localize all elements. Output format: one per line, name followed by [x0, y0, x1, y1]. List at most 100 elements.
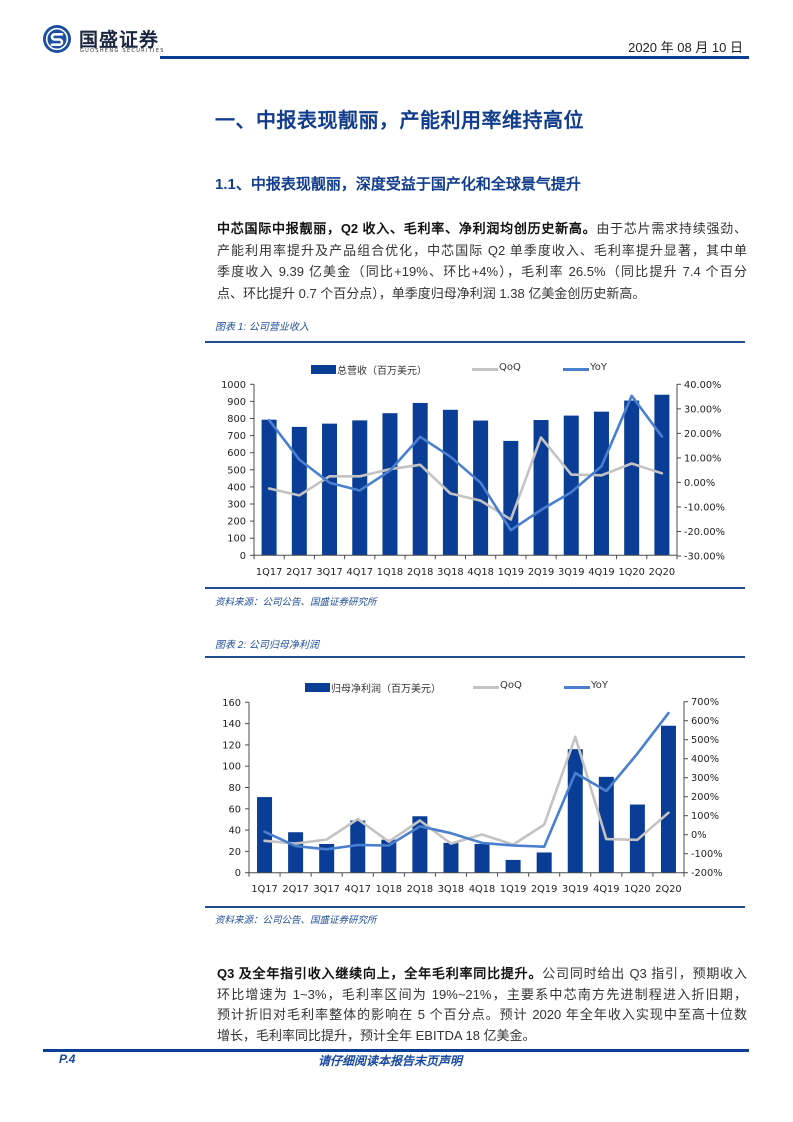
yoy-line — [267, 394, 664, 532]
logo-swirl-icon — [43, 25, 71, 53]
right-tick-label: 400% — [691, 754, 719, 765]
x-tick-label: 2Q20 — [655, 884, 681, 895]
left-tick-label: 140 — [222, 719, 241, 730]
company-logo-icon — [42, 24, 72, 54]
left-tick-label: 1000 — [221, 380, 246, 391]
legend-qoq-line — [473, 686, 499, 689]
bar-2Q19 — [533, 420, 549, 556]
bar-3Q17 — [319, 843, 335, 873]
x-tick-label: 4Q17 — [347, 567, 373, 578]
x-tick-label: 1Q20 — [618, 567, 644, 578]
figure-2-bottom-rule — [205, 906, 745, 908]
bar-4Q18 — [474, 843, 490, 873]
left-tick-label: 20 — [229, 847, 241, 858]
figure-2-title: 图表 2: 公司归母净利润 — [215, 640, 319, 651]
legend-label-net-profit: 归母净利润（百万美元） — [331, 684, 441, 695]
paragraph-line: 增长，毛利率同比提升，预计全年 EBITDA 18 亿美金。 — [217, 1027, 536, 1043]
left-tick-label: 40 — [229, 826, 241, 837]
left-tick-label: 500 — [227, 465, 246, 476]
right-tick-label: -20.00% — [684, 527, 725, 538]
x-tick-label: 2Q19 — [531, 884, 557, 895]
subsection-heading: 1.1、中报表现靓丽，深度受益于国产化和全球景气提升 — [215, 176, 581, 193]
left-tick-label: 120 — [222, 740, 241, 751]
bar-4Q19 — [598, 776, 614, 873]
left-tick-label: 600 — [227, 448, 246, 459]
x-tick-label: 3Q19 — [558, 567, 584, 578]
legend-bar-swatch — [305, 683, 330, 692]
left-tick-label: 0 — [235, 868, 241, 879]
x-tick-label: 3Q17 — [313, 884, 339, 895]
bar-1Q17 — [261, 419, 277, 556]
paragraph-line: 中芯国际中报靓丽，Q2 收入、毛利率、净利润均创历史新高。由于芯片需求持续强劲、 — [217, 218, 747, 240]
x-tick-label: 1Q19 — [500, 884, 526, 895]
paragraph-guidance: Q3 及全年指引收入继续向上，全年毛利率同比提升。公司同时给出 Q3 指引，预期… — [217, 964, 747, 1046]
left-tick-label: 200 — [227, 517, 246, 528]
figure-1-title: 图表 1: 公司营业收入 — [215, 322, 309, 333]
x-tick-label: 2Q18 — [407, 884, 433, 895]
x-tick-label: 1Q19 — [498, 567, 524, 578]
legend-yoy-line — [564, 686, 590, 689]
yoy-line — [263, 711, 670, 851]
x-tick-label: 4Q18 — [469, 884, 495, 895]
bar-1Q18 — [381, 839, 397, 873]
x-tick-label: 4Q19 — [588, 567, 614, 578]
bar-1Q18 — [382, 413, 398, 556]
paragraph-line: 产能利用率提升及产品组合优化，中芯国际 Q2 单季度收入、毛利率提升显著，其中单 — [217, 242, 747, 258]
x-tick-label: 1Q20 — [624, 884, 650, 895]
right-tick-label: 200% — [691, 792, 719, 803]
legend-bar-swatch — [311, 365, 336, 374]
paragraph-line: 点、环比提升 0.7 个百分点），单季度归母净利润 1.38 亿美金创历史新高。 — [217, 285, 646, 301]
report-date: 2020 年 08 月 10 日 — [628, 40, 743, 55]
x-tick-label: 1Q17 — [251, 884, 277, 895]
bar-1Q19 — [503, 440, 519, 556]
bar-4Q18 — [473, 420, 489, 556]
bar-2Q18 — [412, 816, 428, 873]
legend-qoq-line — [472, 368, 498, 371]
bar-1Q17 — [257, 797, 273, 873]
right-tick-label: 300% — [691, 773, 719, 784]
x-tick-label: 1Q17 — [256, 567, 282, 578]
left-tick-label: 900 — [227, 397, 246, 408]
paragraph-text: 公司同时给出 Q3 指引，预期收入 — [542, 966, 747, 981]
paragraph-line: 预计折旧对毛利率整体的影响在 5 个百分点。预计 2020 年全年收入实现中至高… — [217, 1007, 747, 1022]
right-tick-label: 100% — [691, 811, 719, 822]
x-tick-label: 2Q19 — [528, 567, 554, 578]
right-tick-label: 20.00% — [684, 429, 721, 440]
right-tick-label: 500% — [691, 735, 719, 746]
bar-3Q19 — [567, 749, 583, 873]
bar-3Q17 — [322, 423, 338, 556]
right-tick-label: -200% — [691, 868, 723, 879]
bar-3Q19 — [563, 415, 579, 556]
x-tick-label: 2Q17 — [286, 567, 312, 578]
left-tick-label: 60 — [229, 804, 241, 815]
figure-1-source: 资料来源：公司公告、国盛证券研究所 — [215, 597, 377, 608]
right-tick-label: 0.00% — [684, 478, 715, 489]
bar-3Q18 — [443, 842, 459, 873]
x-tick-label: 1Q18 — [376, 884, 402, 895]
header-divider — [160, 56, 749, 59]
right-tick-label: -100% — [691, 849, 723, 860]
x-tick-label: 3Q18 — [437, 567, 463, 578]
bar-4Q17 — [350, 820, 366, 873]
left-tick-label: 100 — [222, 762, 241, 773]
footer-divider — [43, 1049, 749, 1052]
legend-label-yoy: YoY — [591, 680, 609, 691]
company-logo-subtitle: GUOSHENG SECURITIES — [80, 48, 165, 54]
right-tick-label: -10.00% — [684, 502, 725, 513]
left-tick-label: 80 — [229, 783, 241, 794]
page-number: P.4 — [59, 1052, 76, 1066]
right-tick-label: -30.00% — [684, 552, 725, 563]
x-tick-label: 2Q17 — [282, 884, 308, 895]
left-tick-label: 800 — [227, 414, 246, 425]
x-tick-label: 4Q17 — [345, 884, 371, 895]
x-tick-label: 3Q17 — [316, 567, 342, 578]
disclaimer-note: 请仔细阅读本报告末页声明 — [318, 1054, 463, 1068]
legend-label-revenue: 总营收（百万美元） — [337, 366, 427, 377]
figure-2-top-rule — [205, 656, 745, 658]
x-tick-label: 2Q20 — [649, 567, 675, 578]
legend-label-qoq: QoQ — [500, 680, 522, 691]
x-tick-label: 1Q18 — [377, 567, 403, 578]
left-tick-label: 300 — [227, 500, 246, 511]
